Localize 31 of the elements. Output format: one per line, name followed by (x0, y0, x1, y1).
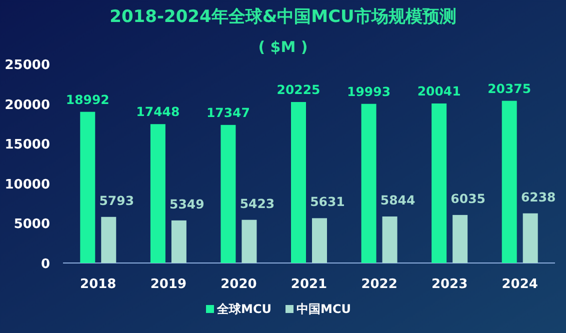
data-label: 20225 (276, 82, 320, 98)
x-tick-label: 2022 (361, 277, 398, 292)
y-tick-label: 15000 (4, 138, 50, 153)
x-tick-label: 2024 (502, 277, 538, 292)
data-label: 5631 (310, 194, 345, 210)
data-label: 5793 (99, 192, 134, 208)
data-label: 17347 (206, 104, 250, 120)
data-label: 6035 (450, 190, 486, 206)
legend-label: 中国MCU (296, 302, 351, 316)
y-tick-label: 0 (40, 257, 50, 272)
x-tick-label: 2019 (150, 277, 187, 292)
chart-title: 2018-2024年全球&中国MCU市场规模预测 (110, 7, 456, 27)
y-tick-label: 20000 (4, 98, 50, 113)
data-label: 5349 (170, 196, 204, 212)
data-label: 19993 (347, 84, 391, 99)
legend-label: 全球MCU (216, 302, 272, 316)
x-tick-label: 2023 (431, 277, 468, 292)
data-label: 18992 (66, 92, 110, 107)
data-label: 20041 (417, 83, 461, 98)
x-tick-label: 2021 (290, 277, 328, 292)
chart-subtitle: ( $M ) (258, 38, 308, 56)
x-tick-label: 2020 (220, 277, 257, 292)
data-label: 5844 (380, 192, 416, 208)
data-label: 6238 (520, 189, 556, 204)
data-label: 20375 (488, 80, 532, 96)
y-tick-label: 10000 (4, 177, 50, 192)
data-label: 5423 (240, 196, 275, 211)
data-label: 17448 (136, 104, 180, 120)
x-tick-label: 2018 (80, 277, 116, 292)
y-tick-label: 5000 (14, 217, 50, 232)
y-tick-label: 25000 (4, 58, 50, 73)
